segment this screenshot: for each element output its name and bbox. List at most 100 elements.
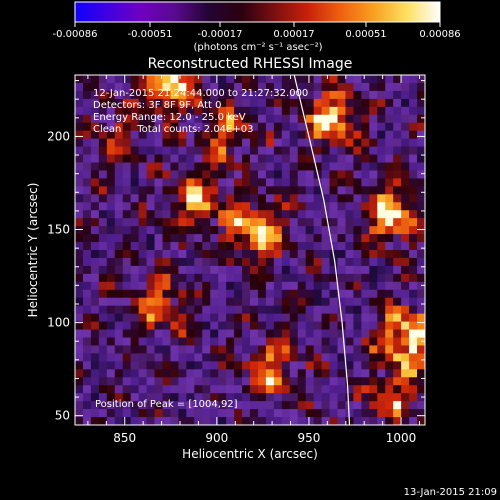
heatmap-cell bbox=[385, 305, 394, 315]
heatmap-cell bbox=[114, 82, 124, 92]
heatmap-cell bbox=[289, 114, 299, 124]
heatmap-cell bbox=[218, 265, 227, 275]
heatmap-cell bbox=[329, 417, 338, 425]
heatmap-cell bbox=[250, 353, 259, 362]
heatmap-cell bbox=[377, 369, 386, 378]
heatmap-cell bbox=[122, 417, 132, 425]
heatmap-cell bbox=[361, 162, 370, 171]
heatmap-cell bbox=[393, 281, 402, 291]
heatmap-cell bbox=[321, 297, 330, 307]
heatmap-cell bbox=[377, 154, 386, 163]
heatmap-cell bbox=[194, 305, 203, 315]
heatmap-cell bbox=[337, 337, 346, 346]
heatmap-cell bbox=[417, 345, 425, 354]
heatmap-cell bbox=[122, 401, 132, 410]
heatmap-cell bbox=[218, 305, 227, 315]
heatmap-cell bbox=[218, 281, 227, 291]
heatmap-cell bbox=[234, 226, 243, 235]
heatmap-cell bbox=[130, 265, 140, 275]
heatmap-cell bbox=[273, 273, 283, 283]
heatmap-cell bbox=[138, 130, 147, 140]
heatmap-cell bbox=[90, 178, 100, 187]
heatmap-cell bbox=[82, 75, 92, 84]
heatmap-cell bbox=[186, 75, 195, 84]
annotation-detectors: Detectors: 3F 8F 9F, Att 0 bbox=[93, 100, 221, 111]
heatmap-cell bbox=[361, 345, 370, 354]
heatmap-cell bbox=[329, 329, 338, 338]
heatmap-cell bbox=[202, 257, 211, 267]
heatmap-cell bbox=[409, 369, 418, 378]
heatmap-cell bbox=[289, 218, 299, 227]
heatmap-cell bbox=[401, 353, 410, 362]
heatmap-cell bbox=[321, 289, 330, 299]
heatmap-cell bbox=[186, 154, 195, 163]
x-tick-label: 950 bbox=[297, 431, 320, 445]
heatmap-cell bbox=[234, 75, 243, 84]
heatmap-cell bbox=[321, 98, 330, 108]
heatmap-cell bbox=[417, 417, 425, 425]
heatmap-cell bbox=[138, 385, 147, 394]
heatmap-cell bbox=[194, 393, 203, 402]
heatmap-cell bbox=[257, 186, 267, 195]
heatmap-cell bbox=[226, 146, 235, 155]
heatmap-cell bbox=[162, 170, 171, 179]
heatmap-cell bbox=[106, 305, 116, 315]
heatmap-cell bbox=[90, 281, 100, 291]
heatmap-cell bbox=[194, 106, 203, 116]
heatmap-cell bbox=[146, 138, 155, 147]
heatmap-cell bbox=[417, 329, 425, 338]
heatmap-cell bbox=[82, 281, 92, 291]
heatmap-cell bbox=[138, 393, 147, 402]
heatmap-cell bbox=[313, 106, 322, 116]
heatmap-cell bbox=[393, 369, 402, 378]
heatmap-cell bbox=[82, 178, 92, 187]
heatmap-cell bbox=[122, 250, 132, 259]
heatmap-cell bbox=[98, 202, 108, 211]
colorbar: -0.00086 -0.00051 -0.00017 0.00017 0.00051 0.… bbox=[53, 1, 461, 53]
heatmap-cell bbox=[178, 226, 187, 235]
heatmap-cell bbox=[210, 321, 219, 330]
heatmap-cell bbox=[257, 146, 267, 155]
heatmap-cell bbox=[329, 409, 338, 418]
heatmap-cell bbox=[273, 353, 283, 362]
heatmap-cell bbox=[90, 321, 100, 330]
heatmap-cell bbox=[194, 289, 203, 299]
heatmap-cell bbox=[281, 210, 291, 219]
heatmap-cell bbox=[162, 242, 171, 251]
heatmap-cell bbox=[122, 202, 132, 211]
heatmap-cell bbox=[273, 90, 283, 100]
heatmap-cell bbox=[353, 170, 362, 179]
heatmap-cell bbox=[257, 313, 267, 322]
heatmap-cell bbox=[297, 385, 307, 394]
heatmap-cell bbox=[250, 178, 259, 187]
heatmap-cell bbox=[170, 417, 179, 425]
heatmap-cell bbox=[138, 75, 147, 84]
heatmap-cell bbox=[273, 170, 283, 179]
heatmap-cell bbox=[106, 122, 116, 132]
heatmap-cell bbox=[369, 106, 378, 116]
heatmap-cell bbox=[186, 98, 195, 108]
heatmap-cell bbox=[146, 393, 155, 402]
heatmap-cell bbox=[361, 170, 370, 179]
heatmap-cell bbox=[170, 250, 179, 259]
heatmap-cell bbox=[313, 186, 322, 195]
heatmap-cell bbox=[369, 313, 378, 322]
heatmap-cell bbox=[289, 337, 299, 346]
heatmap-cell bbox=[313, 273, 322, 283]
heatmap-cell bbox=[417, 186, 425, 195]
heatmap-cell bbox=[305, 369, 315, 378]
heatmap-cell bbox=[401, 226, 410, 235]
heatmap-cell bbox=[114, 265, 124, 275]
heatmap-cell bbox=[401, 90, 410, 100]
heatmap-cell bbox=[130, 234, 140, 243]
heatmap-cell bbox=[313, 393, 322, 402]
heatmap-cell bbox=[186, 257, 195, 267]
heatmap-cell bbox=[210, 130, 219, 140]
heatmap-cell bbox=[305, 353, 315, 362]
heatmap-cell bbox=[90, 409, 100, 418]
heatmap-cell bbox=[186, 281, 195, 291]
heatmap-cell bbox=[154, 329, 163, 338]
heatmap-cell bbox=[218, 401, 227, 410]
heatmap-cell bbox=[114, 417, 124, 425]
heatmap-cell bbox=[273, 361, 283, 370]
